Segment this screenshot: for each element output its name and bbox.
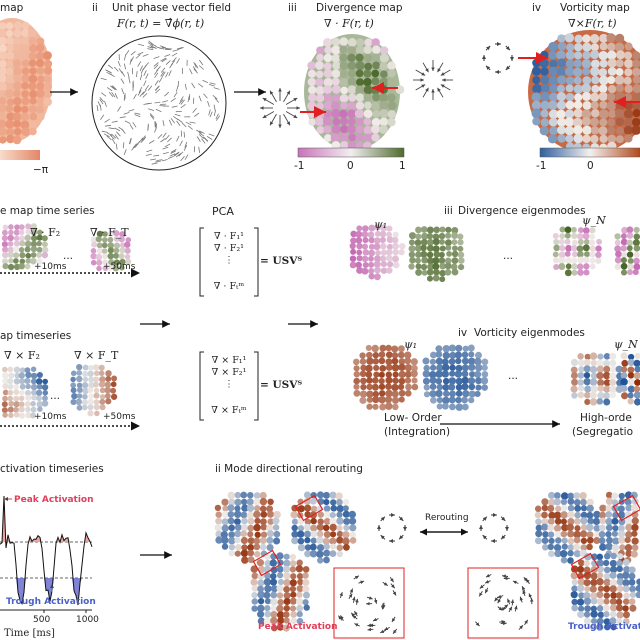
phase-map-brain bbox=[0, 18, 53, 145]
div-eigen-roman: iii bbox=[444, 205, 453, 217]
div-matrix-right-bracket bbox=[254, 227, 259, 297]
rerouting-label: Rerouting bbox=[425, 513, 469, 523]
div-term-2: ∇ · F₂ bbox=[30, 226, 61, 239]
activation-title: ctivation timeseries bbox=[0, 463, 104, 475]
div-series-title: e map time series bbox=[0, 205, 95, 217]
vort-time-50: +50ms bbox=[103, 412, 136, 422]
vector-field-title: Unit phase vector field bbox=[112, 2, 232, 14]
div-time-50: +50ms bbox=[103, 262, 136, 272]
vorticity-brain bbox=[528, 30, 640, 154]
vorticity-roman: iv bbox=[532, 2, 542, 14]
activation-plot bbox=[0, 495, 93, 613]
high-order-label: High-orde bbox=[580, 412, 632, 424]
vort-eigen-title: Vorticity eigenmodes bbox=[474, 327, 585, 339]
div-cbar-tick-min: -1 bbox=[294, 160, 305, 172]
vector-field-sphere bbox=[91, 35, 227, 171]
pca-label: PCA bbox=[212, 205, 234, 218]
div-cbar-tick-max: 1 bbox=[399, 160, 406, 172]
div-eigen-psiN: ψ_N bbox=[582, 214, 606, 227]
div-time-10: +10ms bbox=[34, 262, 67, 272]
div-matrix-row-1: ∇ · F₁¹ bbox=[214, 231, 244, 242]
zoom-box-peak bbox=[333, 567, 405, 639]
divergence-colorbar bbox=[297, 147, 405, 158]
div-cbar-tick-mid: 0 bbox=[347, 160, 354, 172]
peak-activation-bottom: Peak Activation bbox=[258, 622, 338, 632]
vort-ellipsis: ... bbox=[50, 390, 61, 402]
vort-term-2: ∇ × F₂ bbox=[4, 349, 40, 362]
div-matrix: ∇ · F₁¹ ∇ · F₂¹ ⋮ ∇ · Fₜᵐ bbox=[204, 231, 254, 293]
div-eigen-title: Divergence eigenmodes bbox=[458, 205, 586, 217]
peak-activation-label: Peak Activation bbox=[14, 495, 94, 505]
trough-activation-label: Trough Activation bbox=[6, 597, 96, 607]
rotation-icon-top bbox=[482, 42, 514, 74]
vort-usv: = USVᵀ bbox=[260, 379, 303, 391]
vort-eigen-psi1: ψ₁ bbox=[404, 338, 418, 351]
sink-icon bbox=[413, 60, 453, 100]
div-ellipsis: ... bbox=[63, 250, 74, 262]
trough-activation-bottom: Trough Activation bbox=[568, 622, 640, 632]
divergence-equation: ∇ · F(r, t) bbox=[324, 17, 374, 30]
vort-eigen-ellipsis: ... bbox=[508, 370, 519, 382]
vort-eigen-roman: iv bbox=[458, 327, 468, 339]
low-order-label: Low- Order bbox=[384, 412, 442, 424]
vector-field-equation: F(r, t) = ∇̂ϕ(r, t) bbox=[117, 17, 205, 30]
segregation-label: (Segregatio bbox=[572, 426, 633, 438]
divergence-eigenmode-brains bbox=[349, 224, 640, 283]
vorticity-colorbar bbox=[539, 147, 640, 158]
vort-matrix-row-3: ⋮ bbox=[224, 379, 234, 390]
vort-matrix-left-bracket bbox=[199, 351, 204, 421]
divergence-roman: iii bbox=[288, 2, 297, 14]
source-icon bbox=[260, 88, 300, 128]
vorticity-equation: ∇×F(r, t) bbox=[568, 17, 617, 30]
phase-colorbar bbox=[0, 150, 40, 160]
div-matrix-row-2: ∇ · F₂¹ bbox=[214, 243, 244, 254]
div-matrix-row-3: ⋮ bbox=[224, 255, 234, 266]
divergence-title: Divergence map bbox=[316, 2, 403, 14]
rerouting-rotation-icons bbox=[377, 513, 509, 543]
div-matrix-row-4: ∇ · Fₜᵐ bbox=[213, 281, 245, 292]
div-eigen-psi1: ψ₁ bbox=[374, 218, 388, 231]
div-term-T: ∇ · F_T bbox=[90, 226, 129, 239]
vort-eigen-psiN: ψ_N bbox=[614, 338, 638, 351]
rerouting-title: ii Mode directional rerouting bbox=[215, 463, 363, 475]
x-tick-1000: 1000 bbox=[76, 615, 99, 625]
vorticity-eigenmode-brains bbox=[353, 344, 640, 411]
divergence-brain bbox=[304, 34, 405, 151]
vorticity-series-brains bbox=[1, 363, 118, 419]
x-axis-label: Time [ms] bbox=[4, 628, 55, 639]
rerouting-brains bbox=[214, 491, 640, 632]
div-matrix-left-bracket bbox=[199, 227, 204, 297]
vort-matrix-right-bracket bbox=[254, 351, 259, 421]
zoom-box-trough bbox=[467, 567, 539, 639]
vort-term-T: ∇ × F_T bbox=[74, 349, 119, 362]
vort-time-10: +10ms bbox=[34, 412, 67, 422]
vort-cbar-tick-mid: 0 bbox=[587, 160, 594, 172]
vort-matrix: ∇ × F₁¹ ∇ × F₂¹ ⋮ ∇ × Fₜᵐ bbox=[204, 355, 254, 417]
divergence-series-brains bbox=[1, 223, 132, 272]
vort-matrix-row-2: ∇ × F₂¹ bbox=[211, 367, 247, 378]
vort-series-title: ap timeseries bbox=[0, 330, 72, 342]
div-usv: = USVᵀ bbox=[260, 255, 303, 267]
vort-matrix-row-4: ∇ × Fₜᵐ bbox=[211, 405, 247, 416]
integration-label: (Integration) bbox=[384, 426, 451, 438]
phase-cbar-min: −π bbox=[33, 164, 49, 176]
vector-field-roman: ii bbox=[92, 2, 98, 14]
vort-matrix-row-1: ∇ × F₁¹ bbox=[211, 355, 247, 366]
vorticity-title: Vorticity map bbox=[560, 2, 630, 14]
vort-cbar-tick-min: -1 bbox=[536, 160, 547, 172]
phase-map-title: map bbox=[0, 2, 24, 14]
div-eigen-ellipsis: ... bbox=[503, 250, 514, 262]
x-tick-500: 500 bbox=[33, 615, 51, 625]
